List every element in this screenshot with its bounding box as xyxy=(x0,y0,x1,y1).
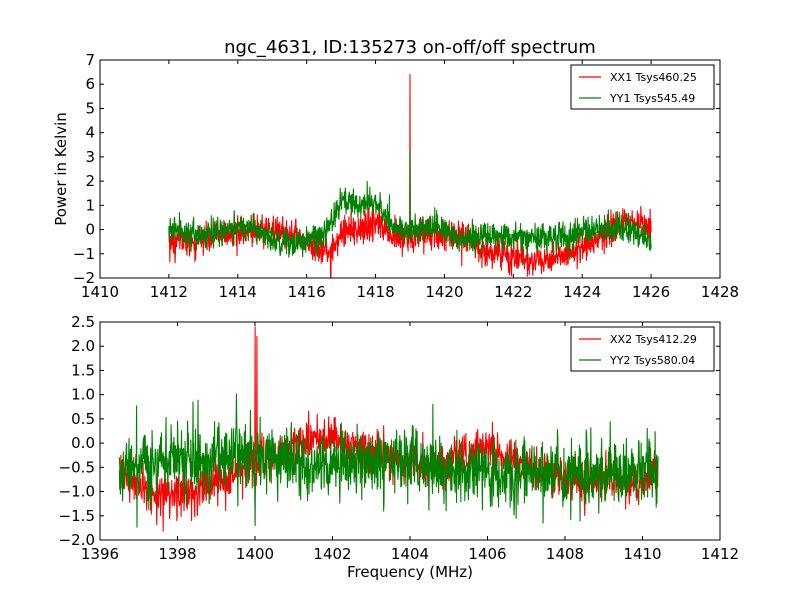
x-axis-label: Frequency (MHz) xyxy=(347,563,473,581)
y-tick-label: 1.5 xyxy=(71,361,95,379)
x-tick-label: 1412 xyxy=(150,283,188,301)
legend-top: XX1 Tsys460.25 YY1 Tsys545.49 xyxy=(570,64,715,110)
legend-bottom: XX2 Tsys412.29 YY2 Tsys580.04 xyxy=(570,326,715,372)
y-tick-label: 5 xyxy=(85,99,95,117)
top-panel: 1410 1412 1414 1416 1418 1420 1422 1424 1426 1428… xyxy=(52,51,739,301)
y-tick-label: 1.0 xyxy=(71,386,95,404)
x-tick-label: 1422 xyxy=(494,283,532,301)
x-tick-label: 1396 xyxy=(81,545,119,563)
legend-label: XX2 Tsys412.29 xyxy=(610,333,697,346)
y-axis-label: Power in Kelvin xyxy=(52,112,70,226)
legend-label: XX1 Tsys460.25 xyxy=(610,71,697,84)
y-tick-label: −0.5 xyxy=(59,458,95,476)
y-tick-label: 3 xyxy=(85,148,95,166)
y-tick-label: 2.0 xyxy=(71,337,95,355)
x-tick-label: 1428 xyxy=(701,283,739,301)
series-line-top-yy xyxy=(168,149,652,260)
x-tick-label: 1400 xyxy=(236,545,274,563)
y-tick-label: −1 xyxy=(73,245,95,263)
y-tick-label: 1 xyxy=(85,196,95,214)
x-tick-label: 1420 xyxy=(425,283,463,301)
legend-box xyxy=(570,326,715,372)
x-tick-label: 1412 xyxy=(701,545,739,563)
x-tick-label: 1406 xyxy=(468,545,506,563)
y-tick-label: 2.5 xyxy=(71,313,95,331)
y-tick-label: −2 xyxy=(73,269,95,287)
figure-title: ngc_4631, ID:135273 on-off/off spectrum xyxy=(224,37,596,58)
y-tick-label: 7 xyxy=(85,51,95,69)
y-tick-label: −2.0 xyxy=(59,531,95,549)
x-tick-label: 1424 xyxy=(563,283,601,301)
x-tick-label: 1416 xyxy=(288,283,326,301)
legend-box xyxy=(570,64,715,110)
y-tick-label: −1.0 xyxy=(59,483,95,501)
bottom-panel: 1396 1398 1400 1402 1404 1406 1408 1410 1412 −2.0… xyxy=(59,313,740,581)
y-tick-label: 0.0 xyxy=(71,434,95,452)
x-tick-label: 1426 xyxy=(632,283,670,301)
y-tick-label: 2 xyxy=(85,172,95,190)
y-tick-label: 0 xyxy=(85,221,95,239)
y-tick-label: −1.5 xyxy=(59,507,95,525)
legend-label: YY1 Tsys545.49 xyxy=(609,92,695,105)
x-tick-label: 1398 xyxy=(158,545,196,563)
x-tick-label: 1418 xyxy=(356,283,394,301)
x-tick-label: 1404 xyxy=(391,545,429,563)
y-tick-label: 0.5 xyxy=(71,410,95,428)
series-line-bottom-yy xyxy=(118,393,659,528)
x-tick-label: 1410 xyxy=(81,283,119,301)
x-tick-label: 1414 xyxy=(219,283,257,301)
y-tick-label: 6 xyxy=(85,75,95,93)
legend-label: YY2 Tsys580.04 xyxy=(609,354,695,367)
y-tick-label: 4 xyxy=(85,124,95,142)
axes-frame-top xyxy=(99,59,721,279)
x-tick-label: 1410 xyxy=(623,545,661,563)
x-tick-label: 1402 xyxy=(313,545,351,563)
x-tick-label: 1408 xyxy=(546,545,584,563)
